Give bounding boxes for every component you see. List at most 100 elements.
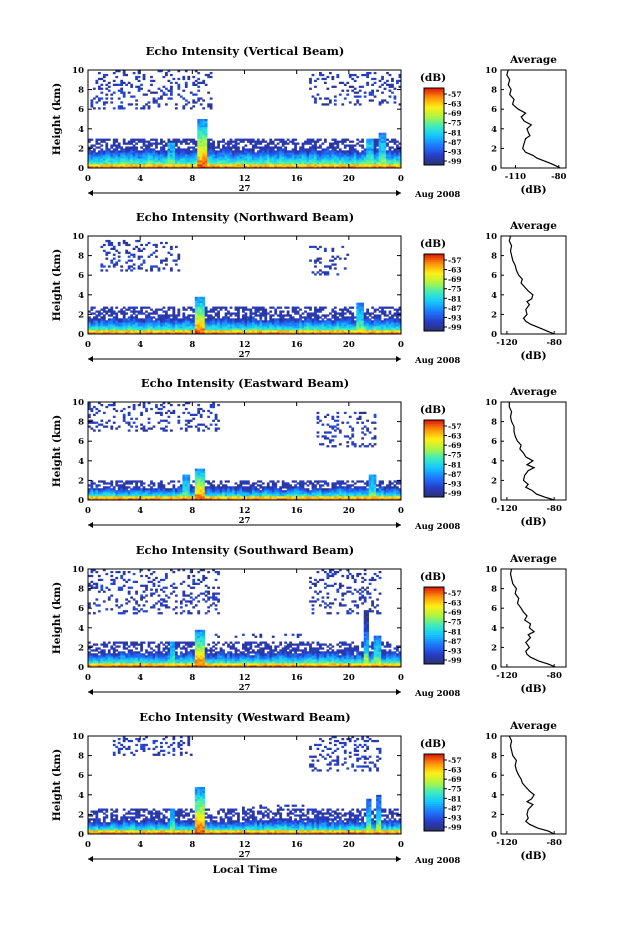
heatmap-cell bbox=[341, 322, 345, 325]
heatmap-cell bbox=[373, 314, 377, 317]
heatmap-cell bbox=[316, 332, 320, 335]
heatmap-cell bbox=[341, 166, 345, 169]
heatmap-cell bbox=[167, 496, 171, 499]
heatmap-cell bbox=[199, 304, 203, 307]
heatmap-cell bbox=[343, 156, 347, 159]
heatmap-cell bbox=[199, 122, 203, 126]
heatmap-cell bbox=[209, 332, 213, 335]
heatmap-cell bbox=[333, 328, 337, 331]
heatmap-cell bbox=[246, 324, 250, 327]
heatmap-cell bbox=[316, 158, 320, 161]
heatmap-cell bbox=[132, 247, 136, 251]
heatmap-cell bbox=[294, 144, 297, 147]
heatmap-cell bbox=[383, 87, 387, 90]
heatmap-cell bbox=[105, 146, 109, 149]
heatmap-cell bbox=[219, 162, 223, 165]
heatmap-cell bbox=[393, 148, 397, 151]
heatmap-cell bbox=[309, 330, 312, 333]
heatmap-cell bbox=[301, 328, 305, 331]
heatmap-cell bbox=[90, 160, 94, 163]
heatmap-cell bbox=[314, 142, 317, 145]
heatmap-cell bbox=[356, 150, 360, 153]
heatmap-cell bbox=[167, 144, 171, 147]
heatmap-cell bbox=[204, 140, 208, 143]
heatmap-cell bbox=[276, 148, 280, 151]
heatmap-cell bbox=[197, 407, 201, 411]
heatmap-cell bbox=[309, 326, 312, 329]
heatmap-cell bbox=[391, 138, 394, 141]
heatmap-cell bbox=[197, 411, 201, 415]
heatmap-cell bbox=[214, 306, 218, 309]
heatmap-cell bbox=[172, 140, 176, 143]
heatmap-cell bbox=[140, 249, 143, 252]
heatmap-cell bbox=[88, 140, 91, 143]
heatmap-cell bbox=[142, 498, 146, 501]
heatmap-cell bbox=[142, 105, 146, 108]
heatmap-cell bbox=[145, 330, 148, 333]
heatmap-cell bbox=[174, 316, 178, 319]
heatmap-cell bbox=[333, 146, 337, 149]
heatmap-cell bbox=[259, 152, 263, 155]
heatmap-cell bbox=[160, 140, 163, 143]
colorbar-segment bbox=[424, 282, 444, 286]
heatmap-cell bbox=[274, 162, 278, 165]
heatmap-cell bbox=[319, 166, 322, 169]
heatmap-cell bbox=[189, 425, 193, 428]
heatmap-cell bbox=[319, 71, 322, 75]
heatmap-cell bbox=[199, 144, 203, 147]
heatmap-cell bbox=[323, 480, 327, 483]
heatmap-cell bbox=[187, 158, 191, 161]
heatmap-cell bbox=[356, 154, 360, 157]
heatmap-cell bbox=[301, 498, 305, 501]
heatmap-cell bbox=[331, 150, 335, 153]
heatmap-cell bbox=[237, 494, 240, 497]
heatmap-cell bbox=[321, 318, 325, 321]
heatmap-cell bbox=[95, 81, 99, 85]
heatmap-cell bbox=[316, 322, 320, 325]
heatmap-cell bbox=[224, 146, 228, 149]
heatmap-cell bbox=[102, 320, 106, 323]
heatmap-cell bbox=[336, 144, 340, 147]
heatmap-cell bbox=[383, 152, 387, 155]
heatmap-cell bbox=[259, 318, 263, 321]
heatmap-cell bbox=[142, 142, 146, 145]
heatmap-cell bbox=[197, 119, 201, 122]
heatmap-cell bbox=[299, 484, 302, 487]
heatmap-cell bbox=[242, 162, 245, 165]
heatmap-cell bbox=[152, 251, 156, 254]
heatmap-cell bbox=[179, 492, 183, 495]
heatmap-cell bbox=[249, 166, 253, 169]
heatmap-cell bbox=[137, 154, 141, 157]
heatmap-cell bbox=[314, 245, 317, 249]
heatmap-cell bbox=[174, 324, 178, 327]
heatmap-cell bbox=[132, 405, 136, 409]
heatmap-cell bbox=[182, 77, 186, 81]
y-tick-label: 6 bbox=[78, 105, 84, 115]
heatmap-cell bbox=[368, 152, 372, 155]
heatmap-cell bbox=[246, 160, 250, 163]
heatmap-cell bbox=[266, 144, 270, 147]
heatmap-cell bbox=[361, 322, 365, 325]
heatmap-cell bbox=[249, 324, 253, 327]
heatmap-cell bbox=[207, 326, 211, 329]
heatmap-cell bbox=[142, 138, 146, 141]
heatmap-cell bbox=[120, 409, 124, 413]
heatmap-cell bbox=[152, 148, 156, 151]
heatmap-cell bbox=[132, 322, 136, 325]
heatmap-cell bbox=[214, 427, 218, 430]
heatmap-cell bbox=[207, 498, 211, 501]
heatmap-cell bbox=[165, 152, 168, 155]
heatmap-cell bbox=[371, 152, 374, 155]
y-tick-label: 6 bbox=[78, 271, 84, 281]
heatmap-cell bbox=[88, 407, 91, 411]
heatmap-cell bbox=[110, 152, 114, 155]
heatmap-cell bbox=[122, 312, 126, 315]
heatmap-cell bbox=[383, 150, 387, 153]
heatmap-cell bbox=[130, 146, 134, 149]
heatmap-cell bbox=[135, 164, 138, 167]
heatmap-cell bbox=[145, 148, 148, 151]
heatmap-cell bbox=[169, 160, 173, 163]
heatmap-cell bbox=[182, 478, 186, 481]
heatmap-cell bbox=[105, 494, 109, 497]
heatmap-cell bbox=[189, 330, 193, 333]
